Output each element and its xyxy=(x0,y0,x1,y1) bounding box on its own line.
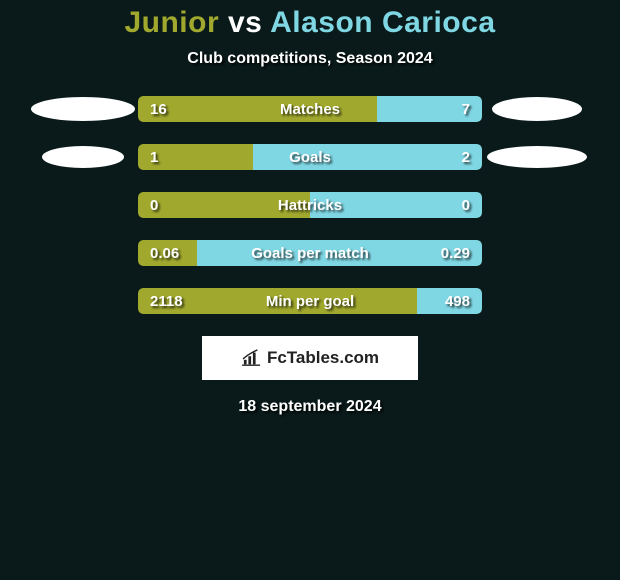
player2-name: Alason Carioca xyxy=(270,6,495,39)
stat-label: Matches xyxy=(138,96,482,122)
stat-row: 0.060.29Goals per match xyxy=(0,240,620,266)
stat-row: 2118498Min per goal xyxy=(0,288,620,314)
stat-row: 00Hattricks xyxy=(0,192,620,218)
left-badge-slot xyxy=(28,146,138,168)
branding-box: FcTables.com xyxy=(202,336,418,380)
stat-label: Min per goal xyxy=(138,288,482,314)
stat-bar: 167Matches xyxy=(138,96,482,122)
stat-label: Hattricks xyxy=(138,192,482,218)
club-badge-left xyxy=(31,97,135,121)
right-badge-slot xyxy=(482,146,592,168)
stat-label: Goals xyxy=(138,144,482,170)
date-text: 18 september 2024 xyxy=(0,398,620,416)
player1-name: Junior xyxy=(124,6,219,39)
right-badge-slot xyxy=(482,97,592,121)
stat-label: Goals per match xyxy=(138,240,482,266)
stats-list: 167Matches 12Goals 00Hattricks 0.060.29Goal… xyxy=(0,96,620,314)
stat-row: 12Goals xyxy=(0,144,620,170)
branding: FcTables.com xyxy=(241,348,379,368)
club-badge-left xyxy=(42,146,124,168)
left-badge-slot xyxy=(28,97,138,121)
stat-bar: 2118498Min per goal xyxy=(138,288,482,314)
vs-text: vs xyxy=(228,6,262,39)
page-title: Junior vs Alason Carioca xyxy=(0,6,620,40)
subtitle: Club competitions, Season 2024 xyxy=(0,50,620,68)
stat-bar: 00Hattricks xyxy=(138,192,482,218)
stat-bar: 12Goals xyxy=(138,144,482,170)
club-badge-right xyxy=(492,97,582,121)
chart-icon xyxy=(241,349,263,367)
stat-bar: 0.060.29Goals per match xyxy=(138,240,482,266)
stat-row: 167Matches xyxy=(0,96,620,122)
comparison-panel: Junior vs Alason Carioca Club competitio… xyxy=(0,0,620,416)
branding-text: FcTables.com xyxy=(267,348,379,368)
club-badge-right xyxy=(487,146,587,168)
